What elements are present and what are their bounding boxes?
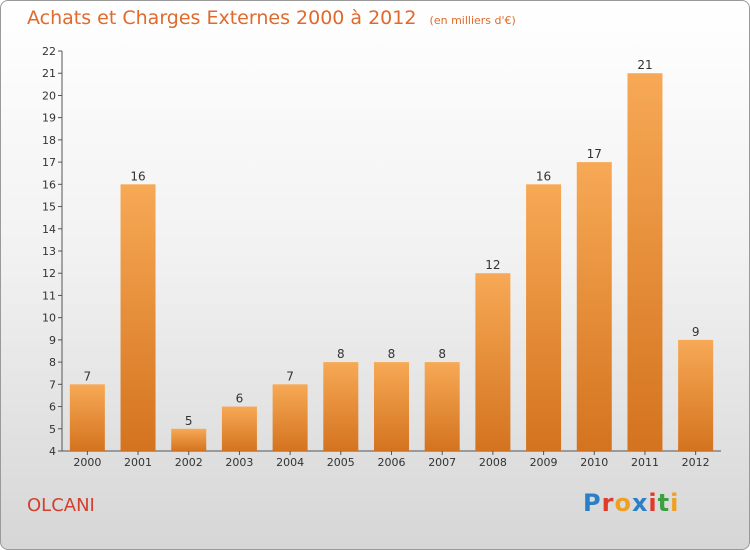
x-tick-label: 2011 xyxy=(631,456,659,469)
bar-value-label: 5 xyxy=(185,414,193,428)
x-tick-label: 2004 xyxy=(276,456,304,469)
bar-value-label: 17 xyxy=(587,147,602,161)
bar-value-label: 8 xyxy=(337,347,345,361)
bar-value-label: 16 xyxy=(130,169,145,183)
commune-name: OLCANI xyxy=(27,495,95,516)
y-tick-label: 20 xyxy=(42,89,56,102)
y-tick-label: 10 xyxy=(42,312,56,325)
bar xyxy=(475,273,511,451)
y-tick-label: 6 xyxy=(49,401,56,414)
x-tick-label: 2012 xyxy=(682,456,710,469)
bar xyxy=(323,362,359,451)
chart-unit: (en milliers d'€) xyxy=(429,14,516,27)
y-tick-label: 12 xyxy=(42,267,56,280)
y-tick-label: 18 xyxy=(42,134,56,147)
bar-value-label: 7 xyxy=(286,369,294,383)
x-tick-label: 2010 xyxy=(580,456,608,469)
y-tick-label: 5 xyxy=(49,423,56,436)
y-tick-label: 8 xyxy=(49,356,56,369)
y-tick-label: 22 xyxy=(42,45,56,58)
y-tick-label: 17 xyxy=(42,156,56,169)
bar xyxy=(120,184,156,452)
x-tick-label: 2001 xyxy=(124,456,152,469)
bar xyxy=(678,339,714,451)
y-tick-label: 9 xyxy=(49,334,56,347)
x-tick-label: 2002 xyxy=(175,456,203,469)
x-tick-label: 2009 xyxy=(530,456,558,469)
bar-value-label: 6 xyxy=(236,392,244,406)
y-tick-label: 16 xyxy=(42,178,56,191)
bar xyxy=(424,362,460,451)
y-tick-label: 7 xyxy=(49,378,56,391)
y-tick-label: 21 xyxy=(42,67,56,80)
bar xyxy=(171,428,207,451)
bar-value-label: 8 xyxy=(388,347,396,361)
y-tick-label: 4 xyxy=(49,445,56,458)
y-tick-label: 15 xyxy=(42,201,56,214)
y-tick-label: 19 xyxy=(42,112,56,125)
chart-title: Achats et Charges Externes 2000 à 2012 xyxy=(27,7,417,29)
bar-value-label: 16 xyxy=(536,169,551,183)
x-tick-label: 2005 xyxy=(327,456,355,469)
bar xyxy=(526,184,562,452)
y-tick-label: 14 xyxy=(42,223,56,236)
bar-value-label: 21 xyxy=(637,58,652,72)
bar xyxy=(576,162,612,451)
bar xyxy=(221,406,257,451)
bar xyxy=(272,384,308,451)
y-tick-label: 13 xyxy=(42,245,56,258)
bar xyxy=(374,362,409,451)
x-tick-label: 2007 xyxy=(428,456,456,469)
x-tick-label: 2006 xyxy=(378,456,406,469)
x-tick-label: 2000 xyxy=(73,456,101,469)
chart-title-block: Achats et Charges Externes 2000 à 2012 (… xyxy=(27,7,516,29)
x-tick-label: 2008 xyxy=(479,456,507,469)
bar-value-label: 8 xyxy=(438,347,446,361)
x-tick-label: 2003 xyxy=(225,456,253,469)
bar xyxy=(69,384,105,451)
y-tick-label: 11 xyxy=(42,289,56,302)
bar xyxy=(627,73,663,451)
bar-value-label: 7 xyxy=(84,369,92,383)
bar-value-label: 12 xyxy=(485,258,500,272)
proxiti-logo: Proxiti xyxy=(583,489,680,517)
bar-value-label: 9 xyxy=(692,325,700,339)
